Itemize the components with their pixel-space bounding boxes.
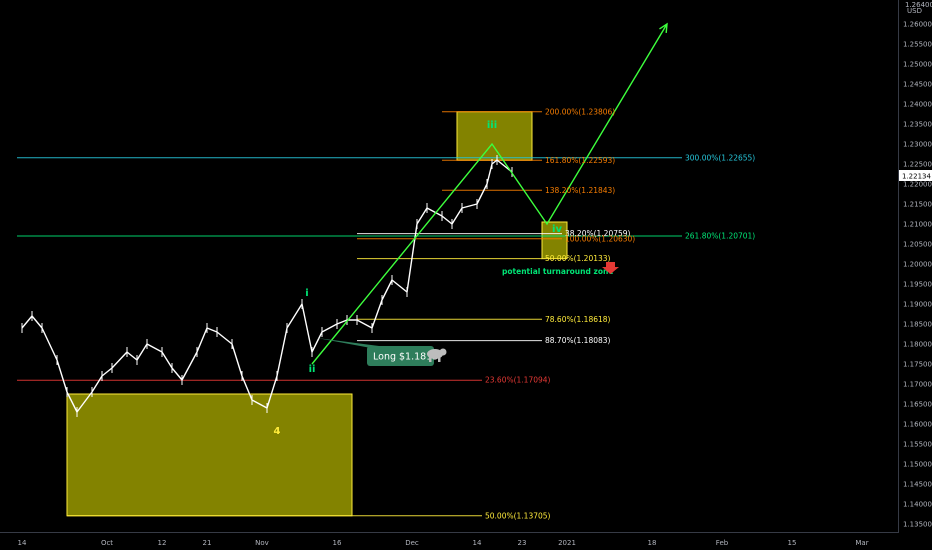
fib-label: 50.00%(1.20133) [545, 254, 611, 263]
price-line [21, 159, 513, 413]
price-tick-label: 1.20000 [903, 261, 932, 269]
axis-top-label: 1.26400 [905, 1, 932, 9]
fib-label: 50.00%(1.13705) [485, 511, 551, 520]
long-entry-callout: Long $1.1813 [317, 338, 438, 366]
wave-label: ii [309, 364, 316, 375]
time-tick-label: Dec [405, 539, 419, 547]
wave-label: i [305, 288, 308, 299]
lower-support-zone [66, 393, 353, 517]
currency-label: USD [907, 7, 922, 15]
time-tick-label: Nov [255, 539, 269, 547]
time-tick-label: 2021 [558, 539, 576, 547]
time-tick-label: 14 [473, 539, 482, 547]
projection-arrowhead [659, 22, 668, 34]
time-tick-label: Feb [716, 539, 729, 547]
fib-label: 88.70%(1.18083) [545, 336, 611, 345]
turnaround-zone-label: potential turnaround zone [502, 267, 613, 276]
price-tick-label: 1.22500 [903, 161, 932, 169]
price-tick-label: 1.18500 [903, 321, 932, 329]
price-tick-label: 1.22000 [903, 181, 932, 189]
price-series-layer [21, 155, 513, 417]
time-tick-label: 15 [788, 539, 797, 547]
price-tick-label: 1.23000 [903, 141, 932, 149]
time-tick-label: Oct [101, 539, 113, 547]
price-tick-label: 1.24500 [903, 81, 932, 89]
long-callout-box [367, 346, 434, 366]
price-tick-label: 1.17000 [903, 381, 932, 389]
fib-labels-layer: 200.00%(1.23806) 300.00%(1.22655) 161.80%(… [485, 107, 755, 520]
current-price-tag: 1.22134 [899, 170, 932, 181]
fib-label: 300.00%(1.22655) [685, 153, 755, 162]
price-tick-label: 1.14000 [903, 501, 932, 509]
wave-label: iii [487, 120, 497, 131]
price-tick-label: 1.16500 [903, 401, 932, 409]
price-tick-label: 1.25000 [903, 61, 932, 69]
price-tick-label: 1.24000 [903, 101, 932, 109]
bear-icon [427, 348, 447, 362]
price-tick-label: 1.15500 [903, 441, 932, 449]
down-arrow-icon [602, 262, 619, 274]
fib-label: 261.80%(1.20701) [685, 231, 755, 240]
time-axis[interactable]: 14 Oct 12 21 Nov 16 Dec 14 23 2021 18 Feb 15 Mar [0, 532, 899, 548]
long-callout-text: Long $1.1813 [373, 352, 438, 363]
fib-label: 138.20%(1.21843) [545, 186, 615, 195]
time-tick-label: 18 [648, 539, 657, 547]
wave-label: iv [552, 224, 562, 235]
price-tick-label: 1.17500 [903, 361, 932, 369]
price-tick-label: 1.16000 [903, 421, 932, 429]
upper-target-zone [456, 111, 533, 161]
price-tick-label: 1.13500 [903, 521, 932, 529]
price-tick-label: 1.19000 [903, 301, 932, 309]
price-tick-label: 1.18000 [903, 341, 932, 349]
projection-path [311, 23, 668, 365]
price-tick-label: 1.26000 [903, 21, 932, 29]
price-tick-label: 1.21000 [903, 221, 932, 229]
price-tick-label: 1.20500 [903, 241, 932, 249]
fib-label: 78.60%(1.18618) [545, 315, 611, 324]
fib-label: 200.00%(1.23806) [545, 107, 615, 116]
turnaround-zone [541, 221, 568, 260]
time-tick-label: 23 [518, 539, 527, 547]
time-tick-label: 21 [203, 539, 212, 547]
price-tick-label: 1.21500 [903, 201, 932, 209]
fib-label: 38.20%(1.20759) [565, 229, 631, 238]
projection-layer [311, 22, 668, 365]
price-tick-label: 1.14500 [903, 481, 932, 489]
time-tick-label: 16 [333, 539, 342, 547]
zones-layer [66, 111, 568, 517]
fib-label: 23.60%(1.17094) [485, 376, 551, 385]
time-tick-label: Mar [855, 539, 868, 547]
wave-label: 4 [274, 426, 281, 437]
price-tick-label: 1.15000 [903, 461, 932, 469]
price-tick-label: 1.19500 [903, 281, 932, 289]
fib-label: 100.00%(1.20630) [565, 234, 635, 243]
long-callout-pointer [317, 338, 379, 348]
price-tick-label: 1.25500 [903, 41, 932, 49]
price-axis[interactable]: 1.26400 USD 1.26000 1.25500 1.25000 1.24500… [898, 0, 932, 532]
price-tick-label: 1.23500 [903, 121, 932, 129]
time-tick-label: 14 [18, 539, 27, 547]
fib-label: 161.80%(1.22593) [545, 156, 615, 165]
current-price-value: 1.22134 [902, 173, 931, 181]
time-tick-label: 12 [158, 539, 167, 547]
